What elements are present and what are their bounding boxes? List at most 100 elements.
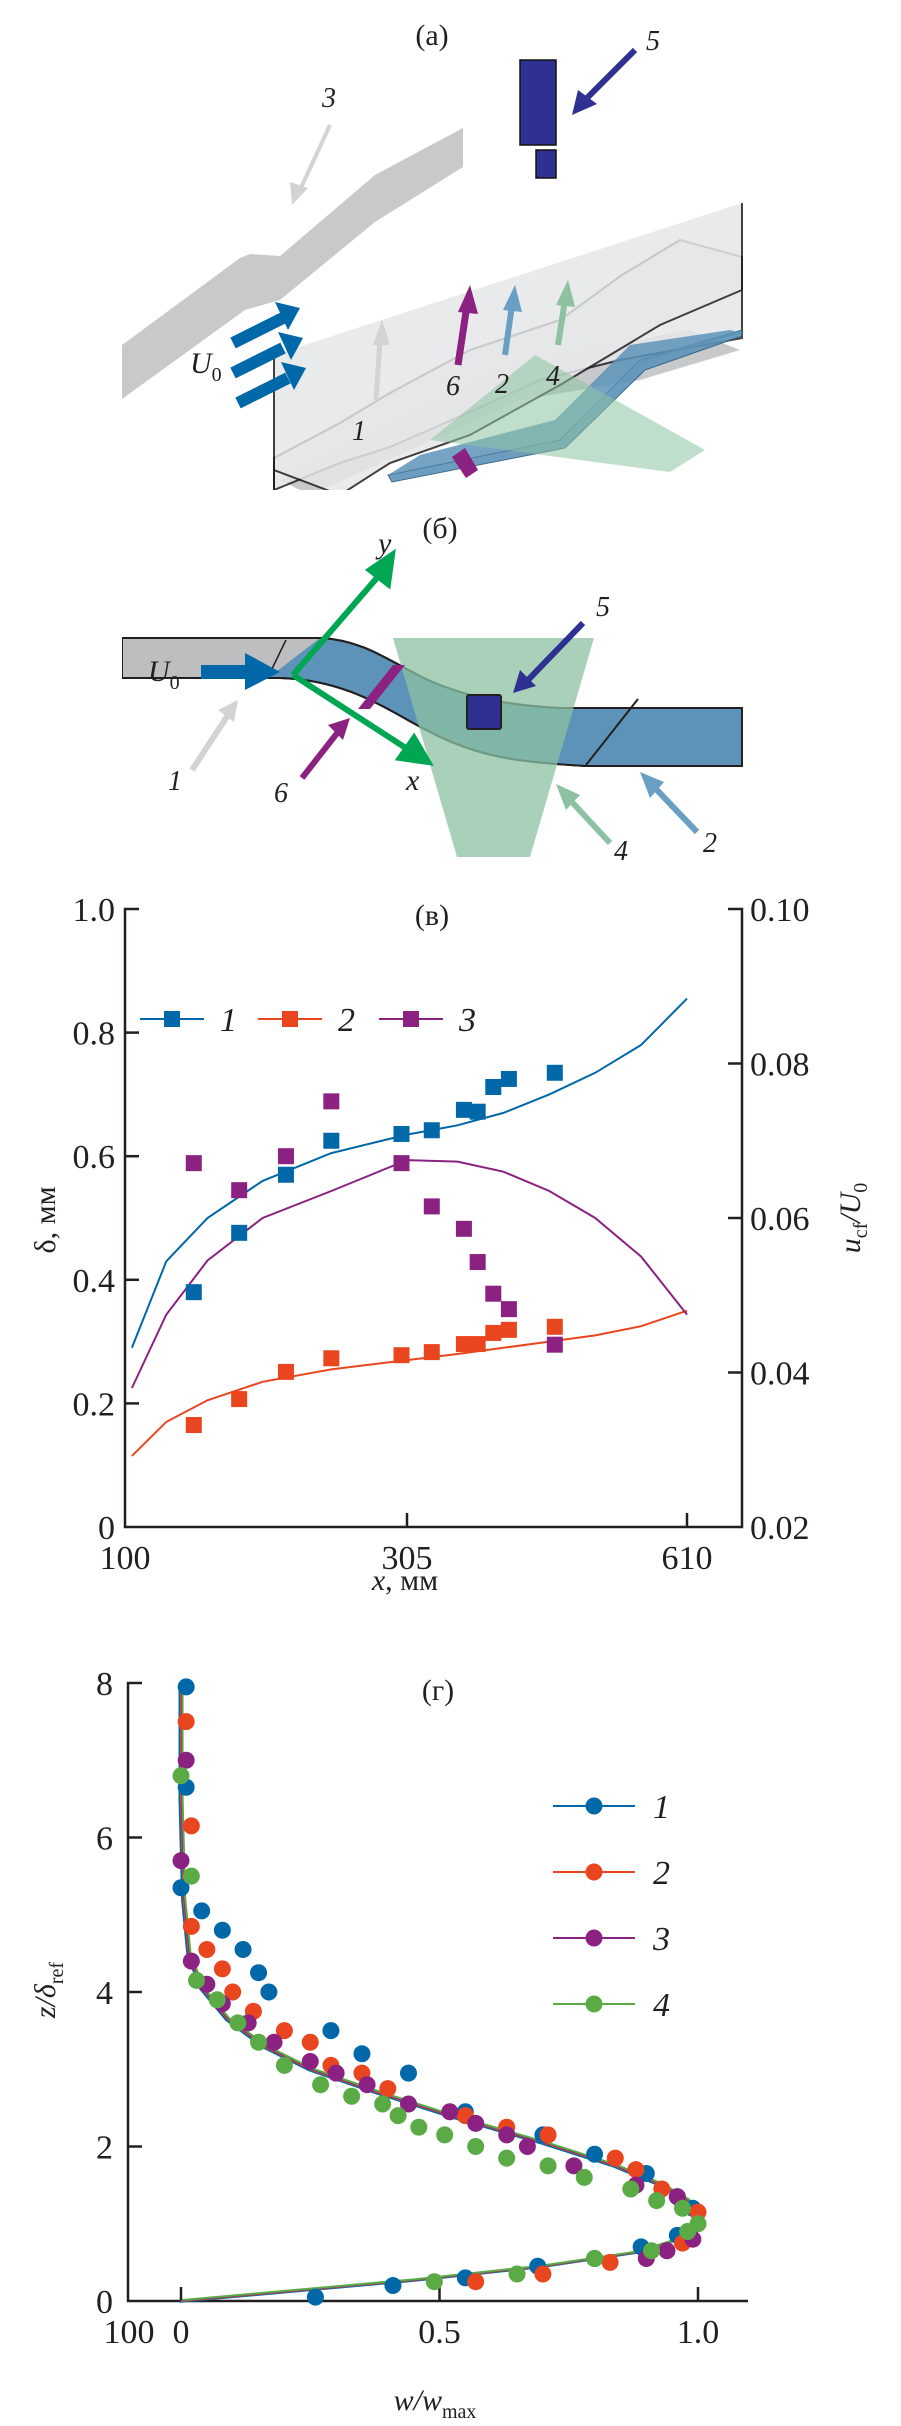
marker-series-3 bbox=[423, 1198, 440, 1215]
fit-line-series-2 bbox=[131, 1309, 688, 1457]
y-tick-label: 0.6 bbox=[73, 1139, 116, 1176]
marker-series-1 bbox=[546, 1064, 563, 1081]
arrow-5 bbox=[582, 47, 638, 103]
marker-series-1 bbox=[393, 1125, 410, 1142]
marker-series-3 bbox=[185, 1155, 202, 1172]
marker-series-2 bbox=[423, 1344, 440, 1361]
marker-series-3 bbox=[277, 1148, 294, 1165]
marker-series-1 bbox=[469, 1103, 486, 1120]
marker-series-3 bbox=[231, 1182, 248, 1199]
label-2: 2 bbox=[703, 828, 717, 859]
marker-series-1 bbox=[423, 1122, 440, 1139]
marker-series-1 bbox=[323, 1132, 340, 1149]
element-6 bbox=[358, 665, 405, 709]
arrow-6 bbox=[454, 304, 471, 366]
y-tick-label: 0.8 bbox=[73, 1016, 116, 1053]
label-u0: U0 bbox=[190, 347, 222, 386]
legend-marker-2 bbox=[282, 1011, 298, 1027]
legend-label-2: 2 bbox=[338, 1002, 355, 1039]
label-6: 6 bbox=[274, 778, 288, 809]
marker-series-3 bbox=[455, 1220, 472, 1237]
arrow-6 bbox=[299, 730, 341, 780]
arrow-2 bbox=[652, 785, 700, 835]
marker-series-1 bbox=[231, 1224, 248, 1241]
legend-marker-1 bbox=[164, 1011, 180, 1027]
marker-series-2 bbox=[277, 1363, 294, 1380]
legend-label-1: 1 bbox=[220, 1002, 237, 1039]
marker-series-3 bbox=[393, 1155, 410, 1172]
y2-tick-label: 0.06 bbox=[750, 1201, 810, 1238]
y2-tick-label: 0.10 bbox=[750, 892, 810, 929]
axis-y-label: y bbox=[375, 527, 392, 560]
plate-2-surface bbox=[388, 330, 742, 475]
y-tick-label: 1.0 bbox=[73, 892, 116, 929]
flow-arrows-u0 bbox=[230, 302, 306, 409]
panel-b-schematic: (б) y x U0 1 6 5 4 2 bbox=[122, 512, 743, 867]
y-tick-label: 0 bbox=[98, 1510, 115, 1547]
label-3: 3 bbox=[321, 83, 336, 114]
fit-line-series-3 bbox=[130, 1159, 688, 1389]
marker-series-2 bbox=[455, 1336, 472, 1353]
label-4: 4 bbox=[546, 361, 560, 392]
x-tick-label: 100 bbox=[100, 1540, 151, 1577]
label-4: 4 bbox=[614, 836, 628, 867]
arrow-3 bbox=[298, 124, 332, 191]
marker-series-2 bbox=[500, 1321, 517, 1338]
panel-a-label: (а) bbox=[415, 19, 448, 52]
marker-series-2 bbox=[546, 1318, 563, 1335]
label-2: 2 bbox=[495, 369, 509, 400]
arrow-4 bbox=[555, 299, 568, 346]
marker-series-3 bbox=[469, 1254, 486, 1271]
flow-arrow-u0 bbox=[201, 653, 280, 690]
label-1: 1 bbox=[168, 766, 182, 797]
y2-tick-label: 0.02 bbox=[750, 1510, 810, 1547]
axis-x-label: x bbox=[405, 764, 420, 797]
arrow-4 bbox=[567, 797, 613, 846]
x-tick-label: 610 bbox=[662, 1540, 713, 1577]
panel-a-schematic: (а) bbox=[122, 19, 743, 490]
marker-series-3 bbox=[323, 1093, 340, 1110]
chart-v-ylabel: δ, мм bbox=[29, 1186, 62, 1253]
arrow-1 bbox=[189, 713, 231, 772]
marker-series-3 bbox=[485, 1285, 502, 1302]
camera-5-footprint bbox=[466, 694, 502, 730]
side-wall-3 bbox=[122, 128, 463, 399]
legend-marker-3 bbox=[403, 1011, 419, 1027]
marker-series-1 bbox=[500, 1070, 517, 1087]
marker-series-1 bbox=[455, 1101, 472, 1118]
coordinate-axes bbox=[290, 548, 434, 766]
label-5: 5 bbox=[596, 592, 610, 623]
marker-series-2 bbox=[469, 1336, 486, 1353]
chart-v-title: (в) bbox=[415, 899, 449, 932]
camera-5 bbox=[519, 59, 557, 179]
element-6 bbox=[452, 448, 478, 478]
x-tick-label: 305 bbox=[382, 1540, 433, 1577]
legend-label-3: 3 bbox=[458, 1002, 476, 1039]
fit-line-series-1 bbox=[130, 997, 688, 1349]
arrow-1 bbox=[373, 339, 383, 401]
section-line bbox=[585, 698, 639, 766]
marker-series-3 bbox=[546, 1336, 563, 1353]
y2-tick-label: 0.04 bbox=[750, 1356, 810, 1393]
y2-tick-label: 0.08 bbox=[750, 1047, 810, 1084]
laser-sheet-4 bbox=[393, 638, 594, 857]
label-5: 5 bbox=[646, 26, 660, 57]
y-tick-label: 0.4 bbox=[73, 1263, 116, 1300]
arrow-2 bbox=[502, 304, 515, 356]
panel-b-label: (б) bbox=[422, 512, 457, 545]
label-1: 1 bbox=[352, 416, 366, 447]
marker-series-1 bbox=[277, 1166, 294, 1183]
laser-sheet-4 bbox=[430, 355, 705, 472]
chart-v-ylabel-right: ucf/U0 bbox=[834, 1183, 872, 1254]
marker-series-2 bbox=[485, 1324, 502, 1341]
chart-v-frame bbox=[123, 907, 744, 1529]
marker-series-1 bbox=[185, 1284, 202, 1301]
y-tick-label: 0.2 bbox=[73, 1386, 116, 1423]
arrow-5 bbox=[525, 620, 586, 683]
marker-series-1 bbox=[485, 1078, 502, 1095]
chart-v-xlabel: x, мм bbox=[371, 1564, 438, 1597]
marker-series-2 bbox=[393, 1347, 410, 1364]
label-6: 6 bbox=[446, 371, 460, 402]
marker-series-2 bbox=[185, 1417, 202, 1434]
